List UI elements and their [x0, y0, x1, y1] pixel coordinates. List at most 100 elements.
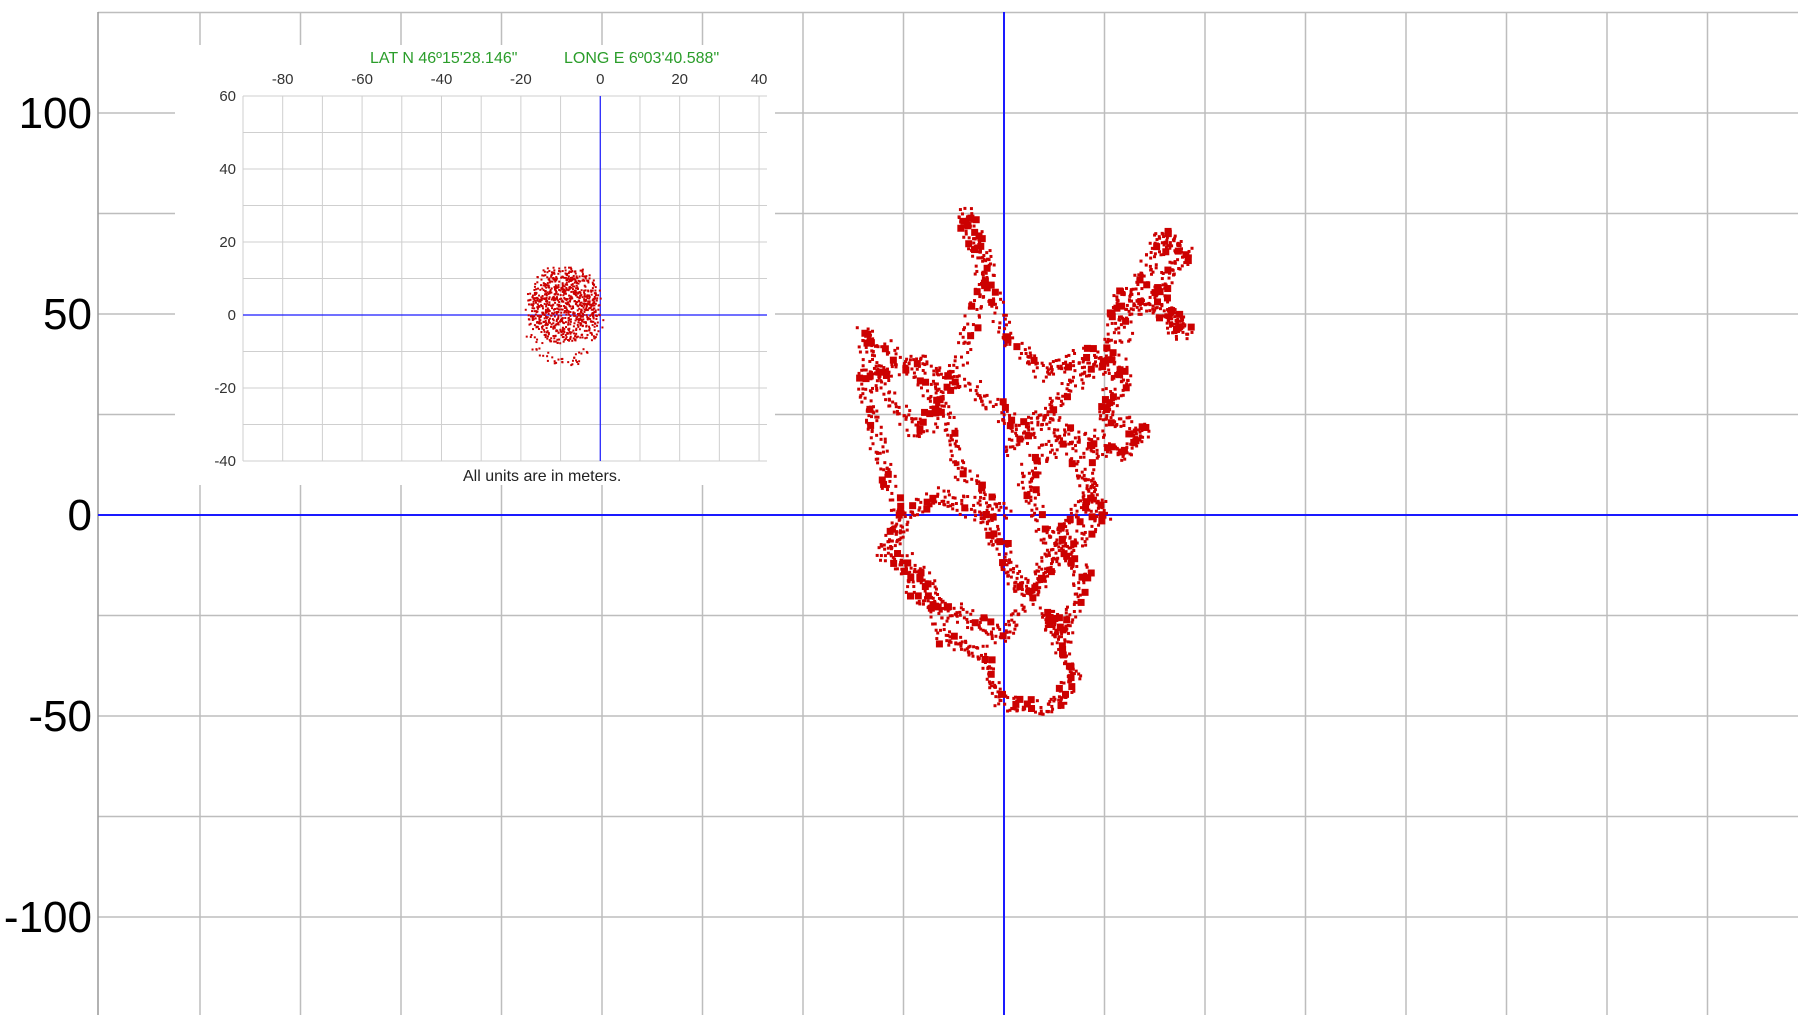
- track-point: [946, 616, 950, 620]
- track-point: [932, 430, 936, 434]
- track-point: [1042, 418, 1046, 422]
- track-point: [1132, 304, 1136, 308]
- track-point: [1185, 332, 1189, 336]
- track-point: [974, 621, 978, 625]
- track-point: [1109, 349, 1117, 357]
- track-point: [959, 644, 963, 648]
- track-point: [876, 461, 880, 465]
- track-point: [879, 543, 883, 547]
- track-point: [973, 245, 977, 249]
- inset-track-point: [534, 299, 537, 302]
- track-point: [1061, 690, 1069, 698]
- track-point: [921, 368, 925, 372]
- inset-track-point: [584, 337, 587, 340]
- track-point: [1020, 592, 1024, 596]
- track-point: [1065, 544, 1069, 548]
- track-point: [1063, 552, 1071, 560]
- track-point: [1033, 375, 1037, 379]
- track-point: [957, 341, 961, 345]
- inset-track-point: [562, 340, 565, 343]
- track-point: [885, 449, 889, 453]
- track-point: [1041, 525, 1049, 533]
- track-point: [1034, 572, 1038, 576]
- track-point: [923, 589, 927, 593]
- track-point: [1115, 302, 1119, 306]
- track-point: [981, 655, 989, 663]
- inset-track-point: [575, 302, 578, 305]
- track-point: [1061, 552, 1065, 556]
- track-point: [997, 326, 1001, 330]
- track-point: [890, 365, 894, 369]
- inset-track-point: [551, 280, 554, 283]
- track-point: [1007, 437, 1011, 441]
- inset-track-point: [543, 302, 546, 305]
- inset-track-point: [596, 324, 599, 327]
- track-point: [1082, 365, 1086, 369]
- track-point: [870, 415, 874, 419]
- track-point: [957, 642, 961, 646]
- track-point: [1154, 263, 1158, 267]
- track-point: [1167, 313, 1171, 317]
- track-point: [977, 625, 981, 629]
- inset-track-point: [569, 318, 572, 321]
- track-point: [875, 379, 879, 383]
- track-point: [1168, 244, 1172, 248]
- track-point: [1106, 323, 1110, 327]
- track-point: [1112, 376, 1116, 380]
- track-point: [1134, 430, 1138, 434]
- track-point: [1014, 431, 1018, 435]
- track-point: [985, 508, 989, 512]
- inset-track-point: [593, 304, 596, 307]
- track-point: [1162, 248, 1170, 256]
- track-point: [1003, 344, 1007, 348]
- track-point: [1093, 530, 1097, 534]
- track-point: [968, 469, 972, 473]
- track-point: [1053, 635, 1057, 639]
- track-point: [1102, 403, 1106, 407]
- track-point: [956, 445, 960, 449]
- track-point: [980, 271, 984, 275]
- inset-track-point: [569, 279, 572, 282]
- track-point: [1076, 518, 1084, 526]
- track-point: [1106, 340, 1110, 344]
- track-point: [991, 543, 995, 547]
- track-point: [1004, 336, 1012, 344]
- track-point: [1109, 450, 1113, 454]
- track-point: [1040, 612, 1044, 616]
- inset-track-point: [548, 292, 551, 295]
- track-point: [900, 554, 904, 558]
- track-point: [1116, 366, 1124, 374]
- inset-track-point: [553, 286, 556, 289]
- track-point: [945, 639, 949, 643]
- track-point: [968, 644, 972, 648]
- track-point: [902, 559, 906, 563]
- track-point: [1058, 529, 1062, 533]
- inset-track-point: [597, 294, 600, 297]
- track-point: [1011, 707, 1015, 711]
- inset-track-point: [590, 308, 593, 311]
- track-point: [918, 506, 922, 510]
- inset-track-point: [548, 279, 551, 282]
- track-point: [1165, 268, 1169, 272]
- track-point: [1002, 313, 1006, 317]
- inset-track-point: [550, 298, 553, 301]
- track-point: [1170, 281, 1174, 285]
- track-point: [966, 626, 970, 630]
- inset-track-point: [547, 319, 550, 322]
- track-point: [1056, 392, 1060, 396]
- track-point: [1111, 395, 1115, 399]
- inset-track-point: [583, 289, 586, 292]
- track-point: [999, 632, 1007, 640]
- track-point: [979, 490, 983, 494]
- track-point: [1043, 570, 1047, 574]
- track-point: [1008, 445, 1012, 449]
- track-point: [967, 242, 971, 246]
- inset-track-point: [565, 286, 568, 289]
- track-point: [1087, 494, 1095, 502]
- inset-track-point: [592, 307, 595, 310]
- track-point: [1003, 702, 1007, 706]
- inset-track-point: [573, 356, 576, 359]
- track-point: [1049, 548, 1053, 552]
- inset-track-point: [527, 299, 530, 302]
